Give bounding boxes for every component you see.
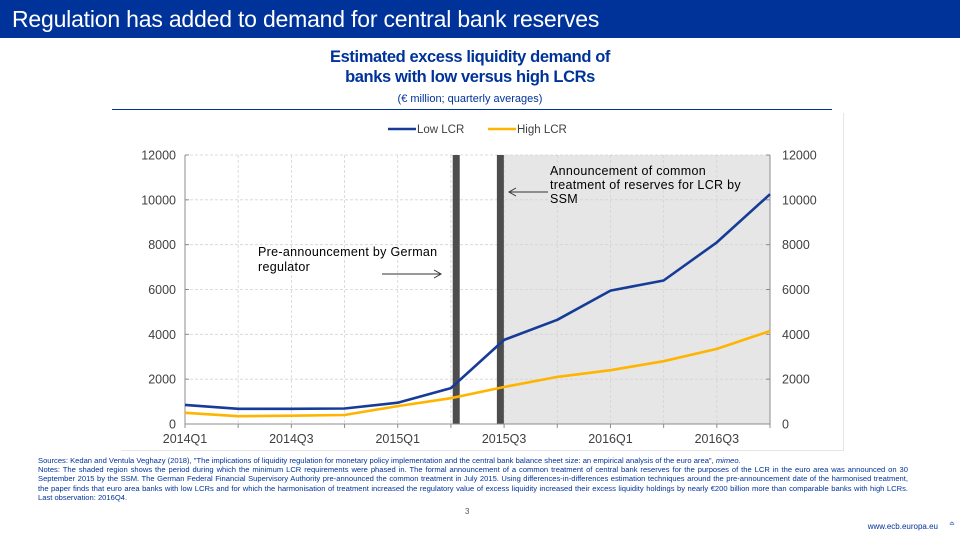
title-divider (112, 109, 832, 110)
legend-label: High LCR (517, 124, 567, 136)
data-point (716, 241, 719, 244)
sources-text: Sources: Kedan and Ventula Veghazy (2018… (38, 456, 714, 465)
x-tick-label: 2015Q3 (482, 432, 527, 446)
chart-title: Estimated excess liquidity demand of ban… (0, 47, 940, 87)
data-point (237, 407, 240, 410)
chart-title-line-1: Estimated excess liquidity demand of (330, 48, 610, 66)
event-marker-bar (452, 155, 460, 424)
series-line-high-lcr (184, 329, 771, 418)
data-point (716, 348, 719, 351)
event-marker-bar (496, 155, 504, 424)
left-y-tick-label: 12000 (141, 149, 176, 163)
sources-note: Sources: Kedan and Ventula Veghazy (2018… (38, 456, 908, 465)
series-line-low-lcr (184, 193, 771, 411)
right-y-tick-label: 2000 (782, 373, 810, 387)
data-point (396, 405, 399, 408)
data-point (662, 360, 665, 363)
right-y-tick-label: 12000 (782, 149, 817, 163)
annotation-announcement-line-3: SSM (550, 192, 578, 206)
right-y-tick-label: 0 (782, 418, 789, 432)
data-point (769, 193, 772, 196)
line-chart: 0 0 2000 2000 4000 4000 6000 6000 8000 8000 10000 1… (141, 124, 817, 446)
footnotes: Sources: Kedan and Ventula Veghazy (2018… (38, 456, 908, 502)
right-y-tick-label: 8000 (782, 238, 810, 252)
left-y-tick-label: 0 (169, 418, 176, 432)
page-number: 3 (465, 507, 470, 516)
chart-legend: Low LCR High LCR (388, 124, 567, 136)
data-point (609, 369, 612, 372)
data-point (290, 414, 293, 417)
annotation-pre-announcement-line-1: Pre-announcement by German (258, 245, 437, 259)
x-tick-label: 2015Q1 (375, 432, 420, 446)
left-y-tick-label: 6000 (148, 283, 176, 297)
arrow-right-icon (433, 269, 443, 279)
left-y-tick-label: 8000 (148, 238, 176, 252)
left-y-tick-label: 10000 (141, 193, 176, 207)
right-y-tick-label: 10000 (782, 193, 817, 207)
data-point (450, 387, 453, 390)
x-tick-label: 2014Q3 (269, 432, 314, 446)
ecb-logo-icon: ≏ (949, 521, 955, 528)
right-y-tick-label: 6000 (782, 283, 810, 297)
data-point (450, 397, 453, 400)
data-point (662, 279, 665, 282)
sources-end: . (738, 456, 741, 465)
data-point (343, 414, 346, 417)
chart-title-line-2: banks with low versus high LCRs (345, 68, 595, 86)
sources-italic: mimeo (715, 456, 739, 465)
data-point (503, 386, 506, 389)
data-point (503, 339, 506, 342)
footer-url[interactable]: www.ecb.europa.eu (867, 522, 938, 531)
data-point (609, 289, 612, 292)
chart-subtitle: (€ million; quarterly averages) (397, 93, 543, 105)
annotation-announcement-line-1: Announcement of common (550, 164, 706, 178)
annotation-pre-announcement-line-2: regulator (258, 260, 310, 274)
data-point (184, 404, 187, 407)
slide-title: Regulation has added to demand for centr… (12, 6, 600, 32)
data-point (556, 376, 559, 379)
annotation-announcement-line-2: treatment of reserves for LCR by (550, 178, 741, 192)
data-point (290, 407, 293, 410)
data-point (396, 401, 399, 404)
x-tick-label: 2016Q3 (695, 432, 740, 446)
notes-text: Notes: The shaded region shows the perio… (38, 465, 908, 502)
data-point (343, 407, 346, 410)
data-point (184, 411, 187, 414)
data-point (556, 318, 559, 321)
legend-label: Low LCR (417, 124, 464, 136)
arrow-left-icon (507, 187, 517, 197)
left-y-tick-label: 2000 (148, 373, 176, 387)
data-point (237, 415, 240, 418)
x-tick-label: 2014Q1 (163, 432, 208, 446)
slide-header: Regulation has added to demand for centr… (0, 0, 960, 38)
data-point (769, 330, 772, 333)
left-y-tick-label: 4000 (148, 328, 176, 342)
x-tick-label: 2016Q1 (588, 432, 633, 446)
right-y-tick-label: 4000 (782, 328, 810, 342)
